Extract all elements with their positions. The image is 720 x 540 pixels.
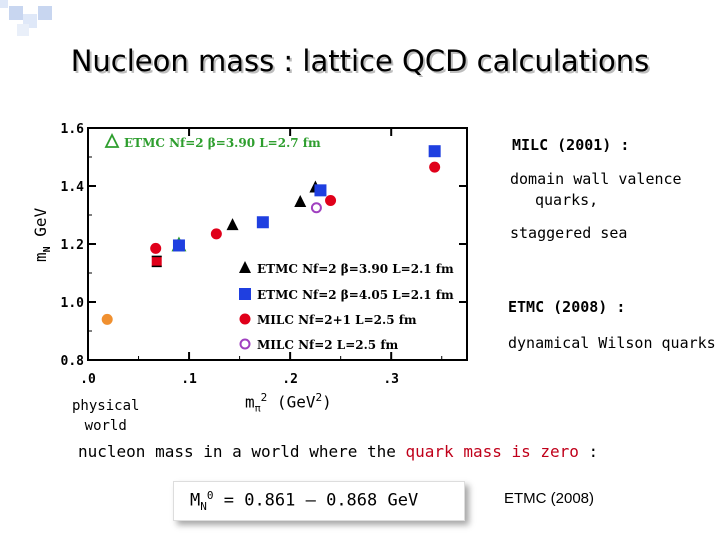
result-box (173, 481, 465, 521)
milc-desc-3: staggered sea (510, 224, 628, 242)
data-point (294, 194, 307, 207)
data-point (172, 239, 185, 252)
x-tick-label: .0 (80, 372, 96, 387)
etmc-desc: dynamical Wilson quarks (508, 334, 716, 352)
data-point (151, 256, 162, 267)
x-axis-label: mπ2 (GeV2) (245, 391, 332, 415)
legend-marker (239, 288, 251, 300)
milc-desc-2: quarks, (535, 191, 599, 209)
legend-label: ETMC Nf=2 β=3.90 L=2.7 fm (124, 136, 321, 150)
x-tick-label: .3 (383, 372, 399, 387)
data-point (325, 195, 337, 206)
y-tick-label: 1.2 (61, 238, 84, 253)
milc-desc-1: domain wall valence (510, 170, 682, 188)
etmc-heading: ETMC (2008) : (508, 298, 626, 316)
data-point (101, 313, 113, 325)
legend-marker (239, 313, 251, 325)
corner-squares-decoration (0, 0, 52, 36)
legend-label: ETMC Nf=2 β=4.05 L=2.1 fm (257, 288, 454, 302)
legend-label: MILC Nf=2 L=2.5 fm (257, 338, 398, 352)
data-point (150, 242, 162, 254)
x-tick-label: .1 (181, 372, 197, 387)
legend-label: ETMC Nf=2 β=3.90 L=2.1 fm (257, 262, 454, 276)
data-point (210, 228, 222, 240)
y-tick-label: 1.4 (61, 180, 85, 195)
data-point (256, 216, 269, 229)
milc-heading: MILC (2001) : (512, 136, 630, 154)
y-tick-label: 0.8 (61, 354, 85, 369)
data-point (428, 145, 441, 158)
data-point (314, 184, 327, 197)
data-point (429, 161, 441, 173)
x-tick-label: .2 (282, 372, 298, 387)
bottom-statement: nucleon mass in a world where the quark … (78, 442, 599, 461)
data-point (310, 202, 322, 214)
result-value: MN0 = 0.861 – 0.868 GeV (190, 489, 419, 514)
legend-marker (104, 132, 120, 148)
physical-world-label: physical world (72, 398, 140, 434)
svg-text:mN GeV: mN GeV (31, 207, 53, 262)
y-tick-label: 1.6 (61, 122, 85, 137)
y-tick-label: 1.0 (61, 296, 85, 311)
legend-label: MILC Nf=2+1 L=2.5 fm (257, 313, 417, 327)
quark-mass-zero-text: quark mass is zero (405, 442, 579, 461)
slide-title: Nucleon mass : lattice QCD calculations (70, 44, 650, 78)
data-point (226, 218, 239, 231)
legend-marker (239, 338, 251, 350)
y-axis-label: mN GeV (18, 180, 58, 270)
legend-marker (239, 261, 251, 273)
result-source: ETMC (2008) (504, 490, 595, 507)
